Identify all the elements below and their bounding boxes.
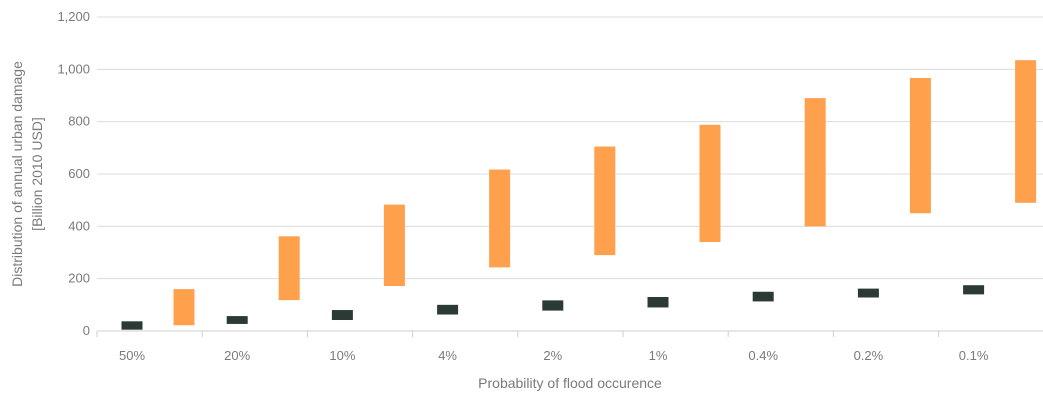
bar-series-2-1% (699, 124, 721, 243)
gridlines (97, 16, 1043, 280)
bar-series-1-20% (226, 316, 248, 324)
bar-series-2-0.4% (804, 98, 826, 227)
bar-series-1-1% (647, 296, 669, 308)
y-tick-label: 1,200 (57, 9, 90, 24)
x-tick-label: 1% (649, 348, 668, 363)
y-axis-ticks: 0 200 400 600 800 1,000 1,200 (57, 9, 90, 338)
bar-series-1-0.4% (752, 291, 774, 302)
bar-series-2-50% (173, 289, 195, 326)
bar-series-1-0.1% (963, 285, 985, 295)
x-tick-label: 10% (329, 348, 355, 363)
x-axis-ticks: 50% 20% 10% 4% 2% 1% 0.4% 0.2% 0.1% (96, 331, 989, 363)
x-tick-label: 0.4% (748, 348, 778, 363)
bar-series-2-0.2% (909, 77, 931, 214)
bar-series-2-4% (489, 169, 511, 268)
y-tick-label: 1,000 (57, 61, 90, 76)
y-tick-label: 200 (68, 271, 90, 286)
bar-series-2-10% (383, 204, 405, 286)
x-tick-label: 20% (224, 348, 250, 363)
bar-series-1-0.2% (857, 288, 879, 298)
bar-series-1-50% (121, 321, 143, 330)
x-tick-label: 0.1% (959, 348, 989, 363)
y-axis-title: Distribution of annual urban damage (9, 61, 25, 287)
bars (121, 60, 1037, 330)
y-tick-label: 600 (68, 166, 90, 181)
bar-series-1-10% (331, 310, 353, 321)
bar-series-1-4% (437, 304, 459, 315)
x-tick-label: 50% (119, 348, 145, 363)
y-tick-label: 400 (68, 218, 90, 233)
x-tick-label: 0.2% (854, 348, 884, 363)
bar-series-2-0.1% (1015, 60, 1037, 203)
x-tick-label: 4% (438, 348, 457, 363)
y-tick-label: 0 (83, 323, 90, 338)
bar-series-2-2% (594, 146, 616, 256)
bar-series-1-2% (542, 300, 564, 311)
x-tick-label: 2% (543, 348, 562, 363)
bar-series-2-20% (278, 236, 300, 301)
y-axis-unit: [Billion 2010 USD] (29, 117, 45, 231)
y-tick-label: 800 (68, 114, 90, 129)
x-axis-title: Probability of flood occurence (478, 375, 662, 391)
